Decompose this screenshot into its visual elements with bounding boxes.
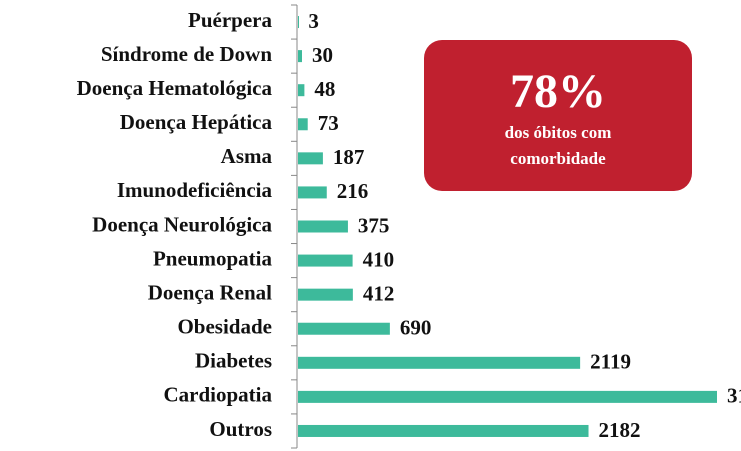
value-label: 30: [312, 43, 333, 67]
category-label: Puérpera: [188, 8, 272, 32]
category-label: Diabetes: [195, 349, 272, 373]
value-label: 2119: [590, 350, 631, 374]
bar: [298, 220, 348, 233]
value-label: 375: [358, 213, 390, 237]
bar: [298, 356, 581, 369]
category-label: Obesidade: [177, 315, 272, 339]
category-label: Síndrome de Down: [101, 42, 272, 66]
bar: [298, 390, 717, 403]
bar: [298, 254, 353, 267]
bar: [298, 16, 299, 29]
category-label: Asma: [221, 144, 273, 168]
value-label: 48: [314, 77, 335, 101]
value-label: 2182: [599, 418, 641, 442]
value-label: 690: [400, 316, 432, 340]
bar: [298, 152, 323, 165]
category-label: Cardiopatia: [163, 383, 272, 407]
annotation-text: dos óbitos com: [505, 123, 612, 142]
value-label: 412: [363, 281, 395, 305]
category-label: Doença Hematológica: [77, 76, 273, 100]
annotation-title: 78%: [510, 65, 606, 118]
value-label: 3: [308, 9, 319, 33]
bar: [298, 84, 305, 97]
value-label: 187: [333, 145, 365, 169]
category-label: Imunodeficiência: [117, 178, 273, 202]
bar: [298, 322, 390, 335]
annotation-text: comorbidade: [510, 149, 606, 168]
category-label: Doença Hepática: [120, 110, 273, 134]
category-label: Pneumopatia: [153, 246, 273, 270]
category-label: Doença Renal: [148, 280, 272, 304]
value-label: 216: [337, 179, 369, 203]
bar: [298, 50, 302, 63]
bar: [298, 424, 589, 437]
value-label: 3147: [727, 384, 741, 408]
category-label: Outros: [209, 417, 272, 441]
value-label: 73: [318, 111, 339, 135]
annotation-box: [424, 40, 692, 191]
category-label: Doença Neurológica: [92, 212, 272, 236]
bar: [298, 118, 308, 131]
value-label: 410: [363, 247, 395, 271]
bar: [298, 288, 353, 301]
bar: [298, 186, 327, 199]
